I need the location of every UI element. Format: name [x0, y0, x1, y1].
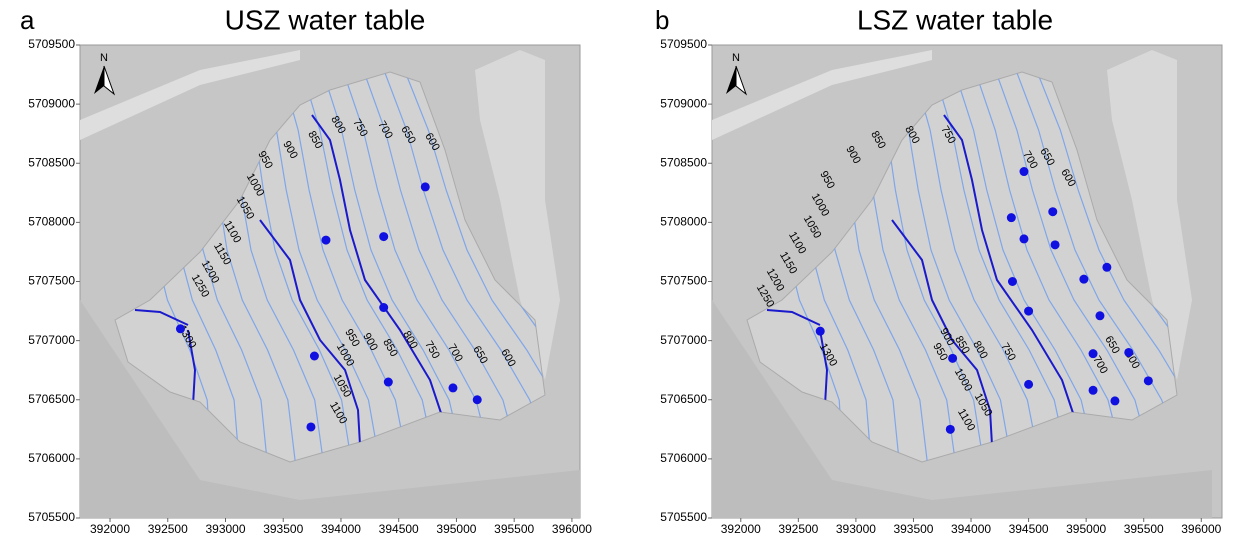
y-tick-label: 5706500	[28, 392, 75, 406]
figure: 6006507007508008509009501000105011001150…	[0, 0, 1250, 543]
well	[1008, 277, 1017, 286]
well	[379, 303, 388, 312]
well	[1079, 275, 1088, 284]
x-tick-label: 395500	[1124, 522, 1164, 536]
x-tick-label: 393000	[836, 522, 876, 536]
well	[948, 354, 957, 363]
x-tick-label: 392000	[721, 522, 761, 536]
well	[448, 383, 457, 392]
well	[1089, 386, 1098, 395]
well	[310, 351, 319, 360]
well	[1048, 207, 1057, 216]
well	[1110, 396, 1119, 405]
well	[1144, 376, 1153, 385]
well	[1102, 263, 1111, 272]
x-tick-label: 394500	[379, 522, 419, 536]
well	[473, 395, 482, 404]
panel-title: USZ water table	[225, 4, 426, 35]
y-tick-label: 5709000	[28, 96, 75, 110]
x-tick-label: 393000	[205, 522, 245, 536]
y-tick-label: 5707500	[660, 274, 707, 288]
y-tick-label: 5709500	[660, 37, 707, 51]
x-tick-label: 394000	[321, 522, 361, 536]
y-tick-label: 5708500	[28, 155, 75, 169]
well	[1124, 348, 1133, 357]
well	[1007, 213, 1016, 222]
well	[384, 378, 393, 387]
x-tick-label: 393500	[263, 522, 303, 536]
y-tick-label: 5707500	[28, 274, 75, 288]
panel-label: b	[655, 5, 669, 35]
x-tick-label: 395000	[1066, 522, 1106, 536]
y-tick-label: 5705500	[28, 510, 75, 524]
x-tick-label: 396000	[1181, 522, 1221, 536]
north-label: N	[732, 52, 740, 64]
y-tick-label: 5707000	[660, 333, 707, 347]
y-tick-label: 5706000	[660, 451, 707, 465]
well	[1095, 311, 1104, 320]
well	[946, 425, 955, 434]
x-tick-label: 392500	[778, 522, 818, 536]
well	[1024, 307, 1033, 316]
panel-label: a	[20, 5, 35, 35]
well	[176, 324, 185, 333]
y-tick-label: 5707000	[28, 333, 75, 347]
x-tick-label: 395500	[494, 522, 534, 536]
y-tick-label: 5708500	[660, 155, 707, 169]
y-tick-label: 5709000	[660, 96, 707, 110]
x-tick-label: 393500	[893, 522, 933, 536]
x-tick-label: 394000	[951, 522, 991, 536]
well	[816, 327, 825, 336]
panel-title: LSZ water table	[857, 4, 1053, 35]
y-tick-label: 5706000	[28, 451, 75, 465]
y-tick-label: 5709500	[28, 37, 75, 51]
well	[321, 236, 330, 245]
well	[1089, 349, 1098, 358]
x-tick-label: 392000	[90, 522, 130, 536]
north-label: N	[100, 52, 108, 64]
well	[306, 422, 315, 431]
y-tick-label: 5708000	[28, 215, 75, 229]
y-tick-label: 5705500	[660, 510, 707, 524]
well	[1024, 380, 1033, 389]
well	[1051, 240, 1060, 249]
x-tick-label: 394500	[1009, 522, 1049, 536]
well	[1019, 167, 1028, 176]
well	[1019, 234, 1028, 243]
well	[379, 232, 388, 241]
well	[421, 182, 430, 191]
x-tick-label: 392500	[148, 522, 188, 536]
x-tick-label: 395000	[436, 522, 476, 536]
x-tick-label: 396000	[552, 522, 592, 536]
y-tick-label: 5706500	[660, 392, 707, 406]
y-tick-label: 5708000	[660, 215, 707, 229]
